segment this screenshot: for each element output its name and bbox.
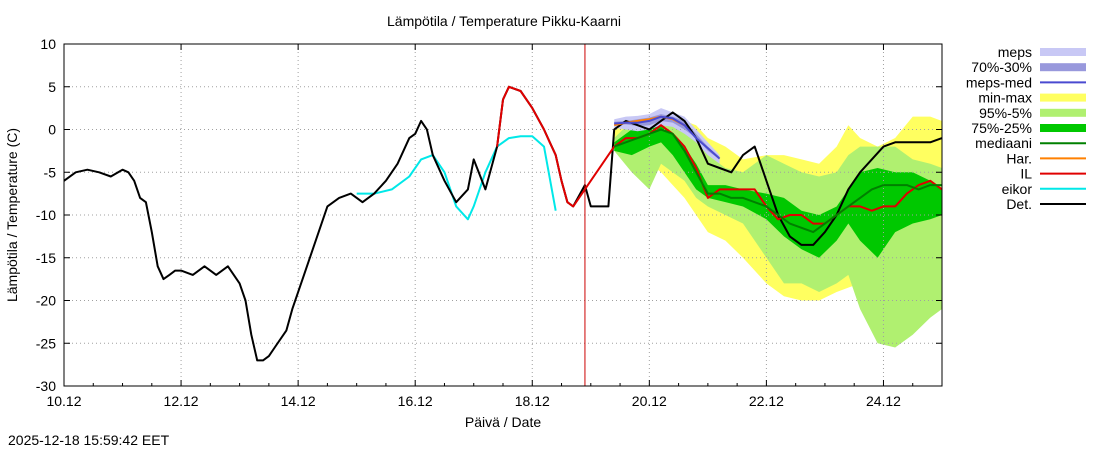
legend-item-mediaani: mediaani <box>975 135 1086 151</box>
series-group <box>63 44 943 386</box>
x-tick-label: 12.12 <box>164 393 199 409</box>
chart-title: Lämpötila / Temperature Pikku-Kaarni <box>387 13 621 29</box>
legend-label: eikor <box>1002 181 1033 197</box>
legend-item-har: Har. <box>1006 150 1086 166</box>
series-mepsmed <box>614 115 721 160</box>
legend-label: Har. <box>1006 150 1032 166</box>
legend-item-7525: 75%-25% <box>971 120 1086 136</box>
legend-label: min-max <box>978 90 1032 106</box>
x-tick-label: 10.12 <box>46 393 81 409</box>
legend-item-det: Det. <box>1006 196 1086 212</box>
legend-swatch <box>1040 63 1086 72</box>
legend-swatch <box>1040 124 1086 132</box>
y-tick-label: -20 <box>36 293 56 309</box>
x-axis-ticks: 10.12 12.12 14.12 16.12 18.12 20.12 22.12 24.12 <box>46 44 914 409</box>
legend-swatch <box>1040 93 1086 102</box>
x-tick-label: 18.12 <box>515 393 550 409</box>
series-mediaani <box>613 128 942 234</box>
y-axis-ticks: -30 -25 -20 -15 -10 -5 0 5 10 <box>36 36 942 394</box>
legend: meps70%-30%meps-medmin-max95%-5%75%-25%m… <box>966 44 1086 212</box>
y-tick-label: 5 <box>48 79 56 95</box>
legend-label: 75%-25% <box>971 120 1032 136</box>
x-tick-label: 20.12 <box>632 393 667 409</box>
x-tick-label: 14.12 <box>281 393 316 409</box>
band-75%-25% <box>614 125 942 258</box>
legend-item-meps: meps <box>998 44 1086 60</box>
y-tick-label: 10 <box>40 36 56 52</box>
legend-swatch <box>1040 48 1086 56</box>
series-det <box>63 85 943 362</box>
legend-label: mediaani <box>975 135 1032 151</box>
legend-item-il: IL <box>1020 166 1086 182</box>
legend-item-955: 95%-5% <box>979 105 1086 121</box>
x-axis-label: Päivä / Date <box>465 414 541 430</box>
x-tick-label: 24.12 <box>866 393 901 409</box>
y-tick-label: -15 <box>36 250 56 266</box>
legend-label: 95%-5% <box>979 105 1032 121</box>
legend-item-7030: 70%-30% <box>971 59 1086 75</box>
timestamp: 2025-12-18 15:59:42 EET <box>8 432 170 448</box>
x-tick-label: 16.12 <box>398 393 433 409</box>
y-tick-label: 0 <box>48 122 56 138</box>
y-tick-label: -5 <box>44 164 57 180</box>
legend-label: Det. <box>1006 196 1032 212</box>
y-tick-label: -10 <box>36 207 56 223</box>
series-eikor <box>356 135 557 221</box>
legend-item-eikor: eikor <box>1002 181 1086 197</box>
legend-item-minmax: min-max <box>978 90 1086 106</box>
legend-item-mepsmed: meps-med <box>966 74 1086 90</box>
legend-label: meps-med <box>966 74 1032 90</box>
x-tick-label: 22.12 <box>749 393 784 409</box>
gridlines <box>64 44 942 386</box>
y-tick-label: -30 <box>36 378 56 394</box>
legend-label: IL <box>1020 166 1032 182</box>
y-axis-label: Lämpötila / Temperature (C) <box>4 128 20 302</box>
y-tick-label: -25 <box>36 335 56 351</box>
legend-label: 70%-30% <box>971 59 1032 75</box>
legend-swatch <box>1040 108 1086 117</box>
legend-label: meps <box>998 44 1032 60</box>
